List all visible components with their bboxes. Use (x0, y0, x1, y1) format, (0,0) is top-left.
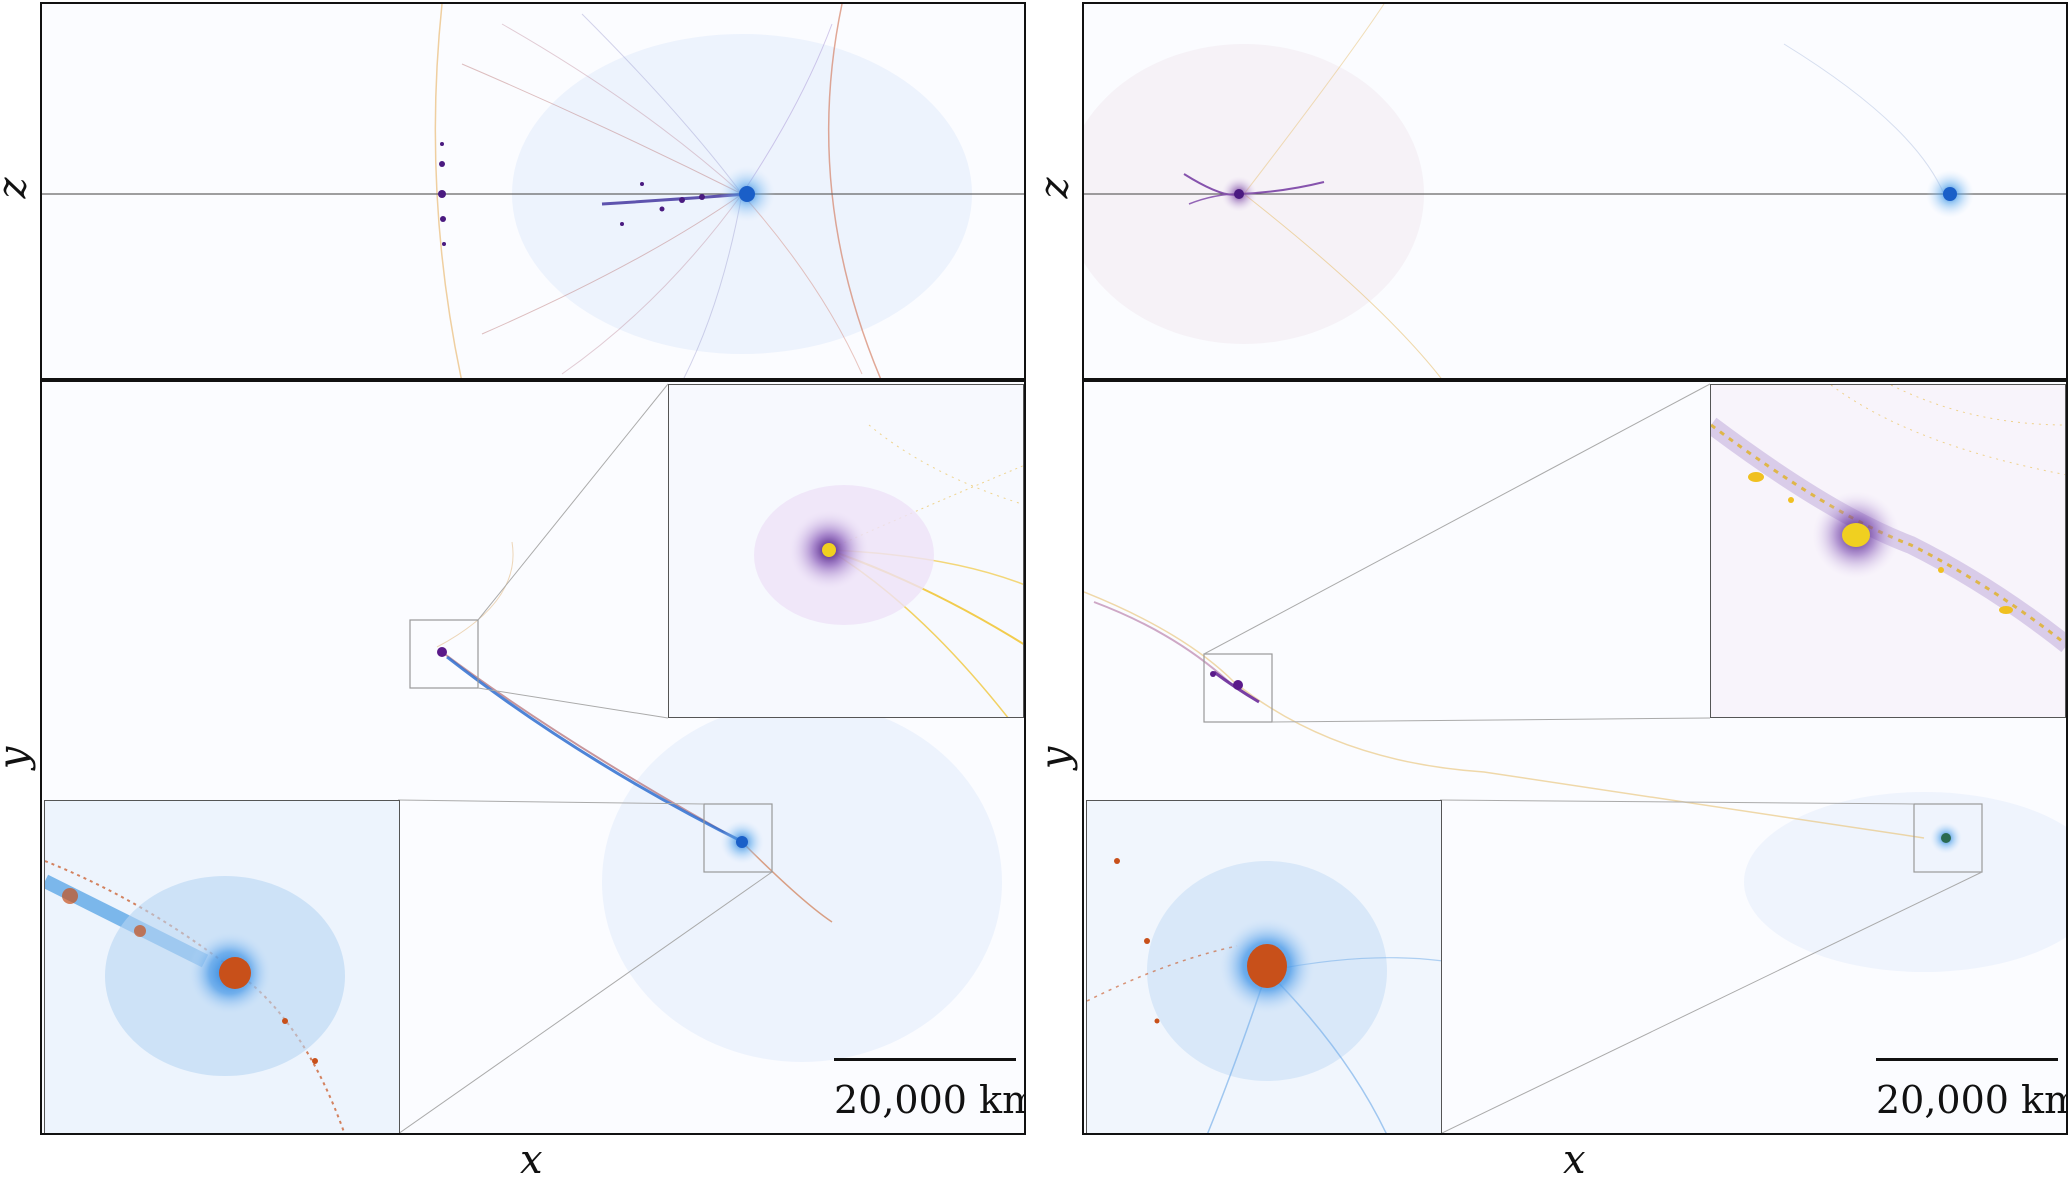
right-xy-plot (1084, 383, 2066, 1133)
right-scale-bar-label: 20,000 km (1876, 1078, 2068, 1122)
left-blue-zoom-inset (44, 800, 400, 1133)
left-purple-zoom-inset (668, 384, 1024, 718)
left-xy-panel: 20,000 km (40, 380, 1026, 1135)
left-xy-plot (397, 383, 1002, 1133)
right-xz-plot (1084, 4, 2066, 378)
right-bottom-y-label: y (1032, 746, 1079, 770)
right-top-z-label: z (1031, 177, 1078, 199)
left-top-z-label: z (0, 177, 36, 198)
right-purple-zoom-inset (1710, 384, 2066, 718)
right-blue-zoom-inset (1086, 800, 1442, 1133)
right-x-label: x (1563, 1137, 1586, 1183)
left-bottom-y-label: y (0, 747, 36, 770)
left-xz-panel (40, 2, 1026, 380)
left-scale-bar-label: 20,000 km (834, 1078, 1026, 1122)
right-xz-panel (1082, 2, 2068, 380)
left-xz-plot (42, 4, 1024, 378)
right-scale-bar (1876, 1058, 2058, 1061)
left-x-label: x (520, 1137, 543, 1183)
left-scale-bar (834, 1058, 1016, 1061)
right-xy-panel: 20,000 km (1082, 380, 2068, 1135)
